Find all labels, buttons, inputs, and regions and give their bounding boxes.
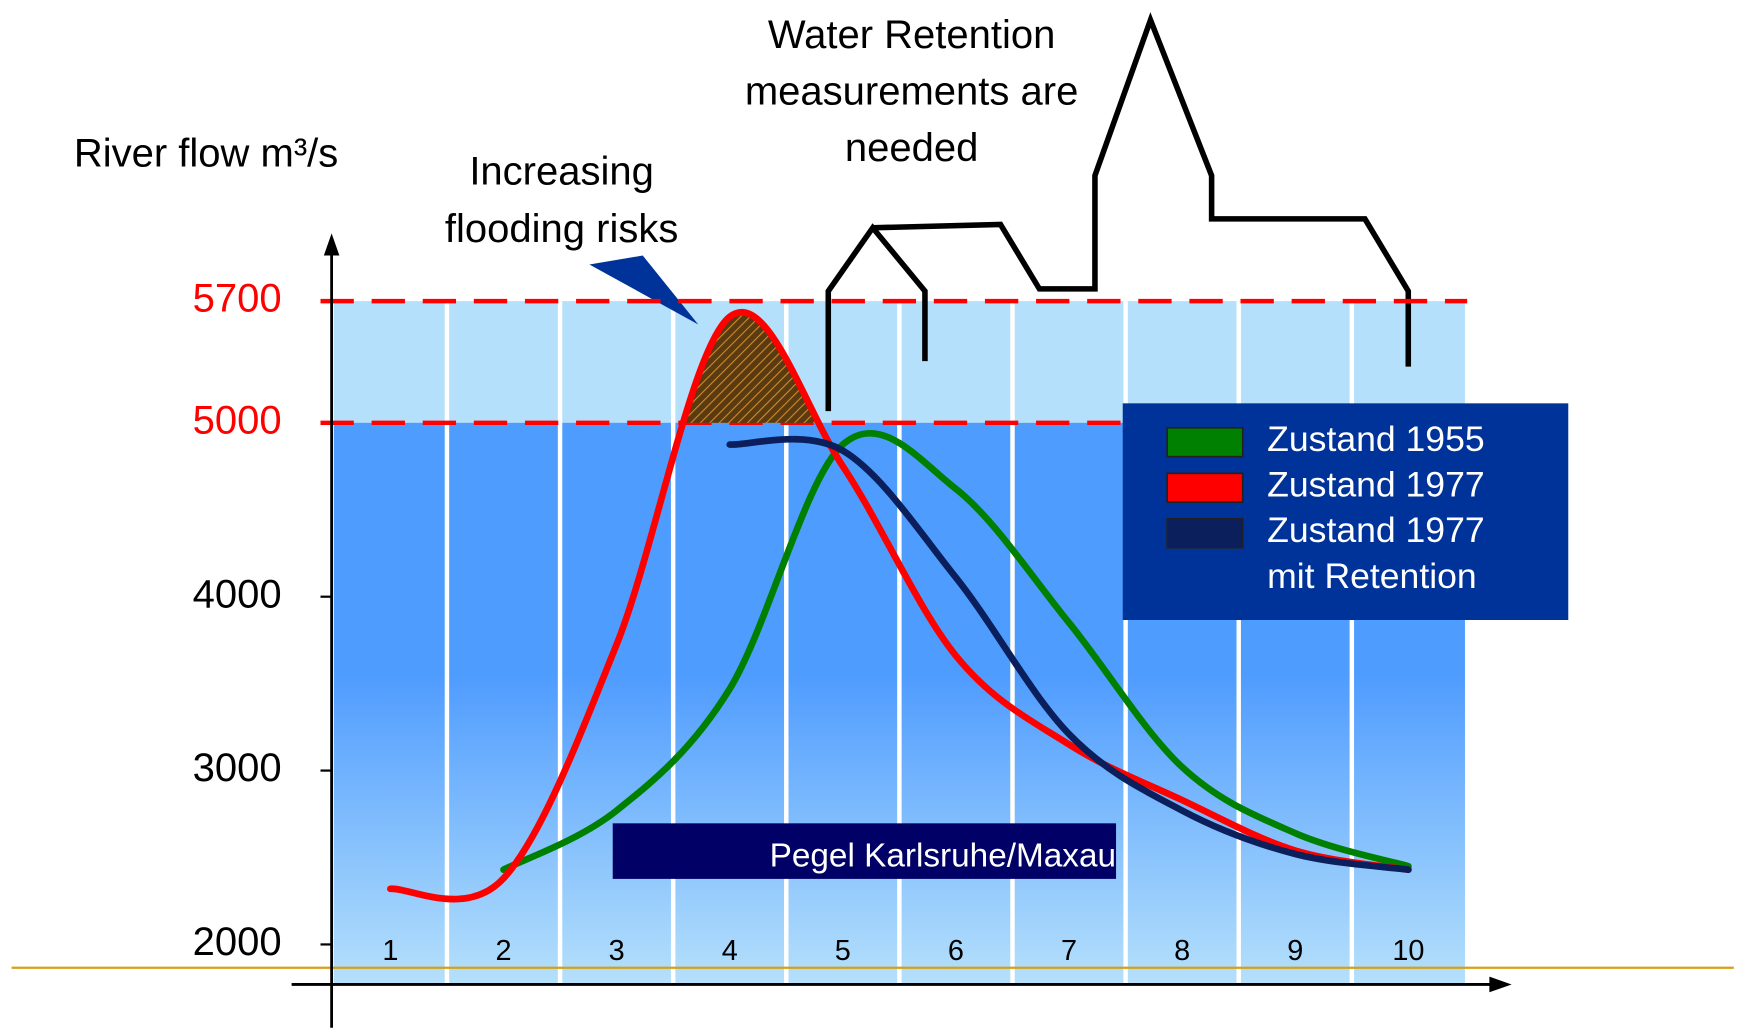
x-tick-label: 2 <box>495 935 511 967</box>
chart: 2000 3000 4000 5000 5700 1 2 3 4 5 6 7 8 9 10 River fl… <box>0 0 1741 1030</box>
legend-label: Zustand 1977 mit Retention <box>1267 508 1534 599</box>
page: {"chart_data": { "type": "line", "title"… <box>0 0 1741 1030</box>
y-axis-label: River flow m³/s <box>67 122 345 184</box>
y-tick-label: 2000 <box>193 920 282 964</box>
annotation-box: Increasing flooding risks <box>401 142 723 264</box>
x-tick-label: 6 <box>948 935 964 967</box>
x-tick-label: 7 <box>1061 935 1077 967</box>
x-axis-arrow <box>1489 977 1511 993</box>
annotation: Water Retention measurements are needed <box>734 6 1090 176</box>
legend-label: Zustand 1977 <box>1267 462 1534 508</box>
x-tick-label: 9 <box>1287 935 1303 967</box>
legend-swatch <box>1167 428 1243 457</box>
annotation: Increasing flooding risks <box>401 142 723 258</box>
legend-swatch <box>1167 473 1243 502</box>
x-tick-label: 10 <box>1392 935 1424 967</box>
x-tick-label: 1 <box>382 935 398 967</box>
legend-swatch <box>1167 519 1243 548</box>
reference-label: 5700 <box>193 277 282 321</box>
chart-title: Pegel Karlsruhe/Maxau <box>770 838 1116 875</box>
y-axis-label-box: River flow m³/s <box>67 122 345 244</box>
x-tick-label: 3 <box>609 935 625 967</box>
y-tick-label: 4000 <box>193 572 282 616</box>
legend-label: Zustand 1955 <box>1267 417 1534 463</box>
x-tick-label: 8 <box>1174 935 1190 967</box>
x-tick-label: 4 <box>722 935 738 967</box>
x-tick-label: 5 <box>835 935 851 967</box>
legend-label-box: Zustand 1977 mit Retention <box>1267 508 1556 608</box>
reference-label: 5000 <box>193 398 282 442</box>
annotation-box: Water Retention measurements are needed <box>734 6 1090 239</box>
y-tick-label: 3000 <box>193 746 282 790</box>
